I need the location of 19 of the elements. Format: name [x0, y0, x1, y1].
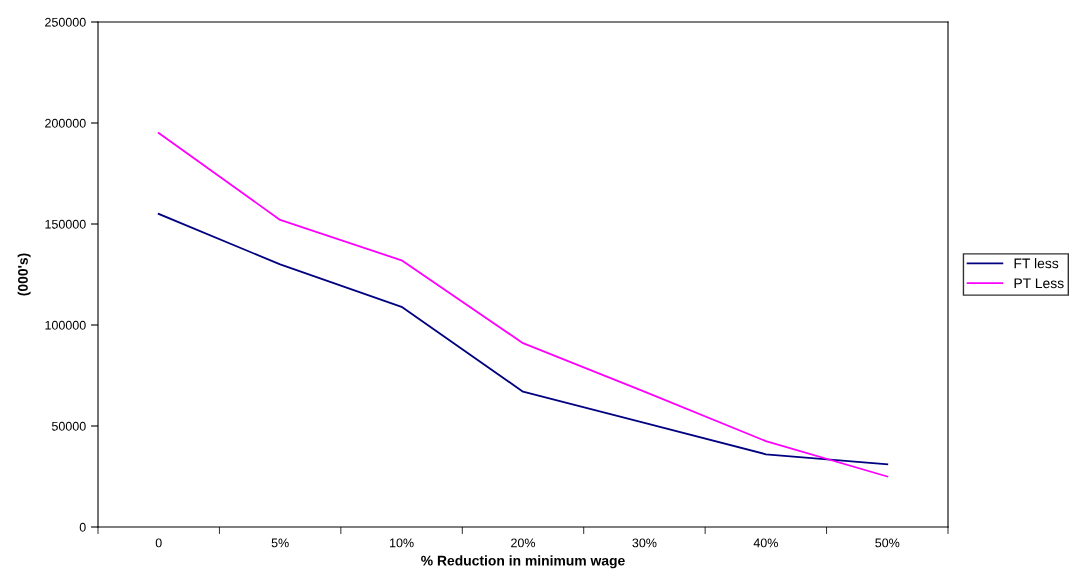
y-tick-label: 50000	[51, 421, 86, 431]
y-tick-label: 200000	[45, 118, 86, 128]
y-axis-title: (000's)	[17, 253, 31, 296]
y-tick-label: 250000	[45, 17, 86, 27]
line-series	[157, 132, 889, 478]
y-tick-label: 0	[79, 522, 86, 532]
y-tick-label: 150000	[45, 219, 86, 229]
x-tick-label: 50%	[875, 538, 900, 548]
x-tick-label: 20%	[511, 538, 536, 548]
legend-label: FT less	[1014, 258, 1059, 269]
x-tick-label: 10%	[390, 538, 414, 548]
y-tick-label: 100000	[45, 320, 86, 330]
line-series	[157, 212, 889, 466]
x-tick-label: 5%	[271, 538, 289, 548]
legend-label: PT Less	[1014, 278, 1064, 289]
x-axis-title: % Reduction in minimum wage	[421, 555, 625, 569]
x-tick-label: 30%	[632, 538, 657, 548]
x-tick-label: 40%	[753, 538, 778, 548]
x-tick-label: 0	[155, 538, 162, 548]
